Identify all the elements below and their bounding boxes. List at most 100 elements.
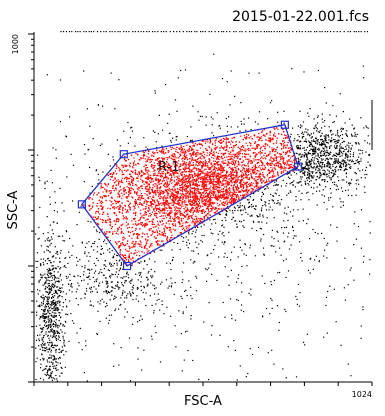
event-dot: [321, 138, 323, 141]
event-dot: [70, 284, 72, 286]
event-dot: [343, 140, 346, 143]
event-dot: [170, 231, 172, 233]
event-dot: [186, 183, 188, 185]
event-dot: [331, 139, 333, 141]
event-dot: [204, 184, 206, 186]
event-dot: [345, 176, 348, 178]
event-dot: [135, 228, 137, 230]
event-dot: [196, 202, 198, 204]
event-dot: [180, 69, 182, 72]
event-dot: [186, 175, 188, 177]
event-dot: [249, 196, 251, 198]
event-dot: [214, 196, 216, 198]
event-dot: [307, 168, 309, 170]
event-dot: [342, 147, 344, 149]
event-dot: [340, 187, 343, 189]
event-dot: [325, 174, 327, 176]
event-dot: [203, 218, 205, 220]
event-dot: [179, 248, 181, 251]
event-dot: [217, 194, 219, 196]
event-dot: [191, 187, 193, 189]
event-dot: [188, 181, 190, 183]
event-dot: [300, 184, 303, 186]
event-dot: [143, 285, 145, 288]
event-dot: [335, 147, 337, 150]
event-dot: [232, 177, 234, 179]
event-dot: [185, 165, 188, 167]
event-dot: [210, 232, 212, 234]
event-dot: [315, 126, 317, 129]
event-dot: [167, 201, 169, 203]
event-dot: [235, 175, 237, 177]
event-dot: [163, 153, 165, 155]
event-dot: [51, 344, 53, 346]
event-dot: [266, 185, 268, 188]
event-dot: [289, 183, 291, 185]
event-dot: [171, 175, 173, 177]
event-dot: [118, 240, 120, 243]
event-dot: [252, 199, 254, 201]
event-dot: [367, 127, 369, 129]
event-dot: [236, 179, 238, 181]
event-dot: [130, 181, 133, 184]
event-dot: [308, 145, 310, 147]
event-dot: [164, 176, 166, 178]
event-dot: [253, 193, 255, 195]
event-dot: [274, 167, 276, 169]
event-dot: [319, 130, 321, 132]
event-dot: [126, 210, 128, 212]
event-dot: [110, 265, 112, 267]
event-dot: [217, 180, 219, 182]
event-dot: [136, 177, 139, 179]
event-dot: [323, 255, 325, 257]
event-dot: [182, 164, 184, 166]
event-dot: [329, 153, 331, 155]
event-dot: [258, 166, 260, 168]
event-dot: [317, 122, 319, 124]
event-dot: [130, 187, 133, 189]
event-dot: [182, 279, 184, 281]
event-dot: [55, 292, 58, 294]
event-dot: [213, 153, 215, 155]
event-dot: [226, 194, 228, 196]
event-dot: [289, 157, 291, 159]
event-dot: [58, 332, 61, 335]
event-dot: [201, 181, 203, 183]
event-dot: [330, 192, 332, 194]
event-dot: [115, 181, 117, 183]
event-dot: [160, 202, 162, 204]
event-dot: [58, 308, 60, 311]
event-dot: [274, 132, 276, 134]
event-dot: [58, 295, 60, 297]
event-dot: [169, 169, 171, 171]
event-dot: [244, 165, 246, 167]
event-dot: [323, 174, 325, 176]
event-dot: [336, 133, 339, 135]
event-dot: [237, 187, 239, 189]
event-dot: [223, 148, 225, 150]
event-dot: [140, 221, 142, 224]
event-dot: [191, 222, 193, 224]
event-dot: [192, 193, 194, 195]
event-dot: [333, 161, 335, 163]
event-dot: [83, 144, 86, 146]
event-dot: [342, 153, 344, 155]
event-dot: [83, 372, 85, 374]
event-dot: [147, 278, 149, 280]
event-dot: [107, 215, 109, 218]
event-dot: [213, 180, 215, 183]
event-dot: [225, 196, 227, 198]
event-dot: [56, 222, 58, 224]
event-dot: [321, 194, 323, 196]
event-dot: [187, 196, 189, 198]
event-dot: [49, 369, 52, 371]
event-dot: [193, 180, 195, 182]
event-dot: [271, 229, 273, 231]
event-dot: [330, 158, 332, 160]
event-dot: [218, 168, 220, 170]
event-dot: [313, 166, 315, 168]
event-dot: [332, 163, 334, 166]
event-dot: [344, 299, 346, 301]
event-dot: [167, 220, 169, 223]
event-dot: [56, 280, 59, 282]
